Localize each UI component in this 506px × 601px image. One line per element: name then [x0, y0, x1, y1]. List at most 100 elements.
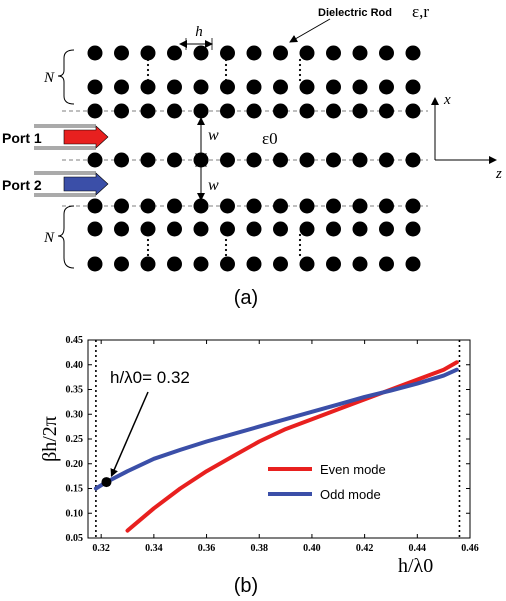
rod — [114, 152, 129, 168]
rod — [326, 221, 341, 237]
y-tick-label: 0.10 — [66, 508, 84, 519]
rod — [273, 198, 288, 214]
rod — [246, 256, 262, 272]
ellipsis-dot — [146, 243, 150, 247]
x-tick-label: 0.38 — [250, 543, 268, 554]
rod — [273, 103, 288, 119]
rod — [273, 256, 288, 272]
brace-top — [57, 49, 75, 105]
rows-label-bottom: N — [43, 230, 55, 246]
rod — [220, 256, 235, 272]
rod — [273, 221, 288, 237]
rod-array — [87, 45, 421, 272]
rod — [114, 221, 129, 237]
ellipsis-dot — [146, 73, 150, 77]
rod — [299, 152, 315, 168]
y-tick-label: 0.25 — [66, 434, 84, 445]
spacing-indicator: h — [179, 24, 213, 50]
ellipsis-dot — [146, 78, 150, 82]
rod — [326, 45, 341, 61]
x-tick-label: 0.34 — [145, 543, 163, 554]
rod — [326, 256, 341, 272]
rod-label: Dielectric Rod — [318, 7, 392, 19]
ellipsis-dot — [146, 63, 150, 67]
rod — [220, 198, 235, 214]
rod — [114, 103, 129, 119]
rod — [246, 221, 262, 237]
x-tick-label: 0.42 — [356, 543, 374, 554]
rod — [114, 79, 129, 95]
ellipsis-dot — [298, 78, 302, 82]
y-tick-label: 0.15 — [66, 484, 84, 495]
rod — [220, 152, 235, 168]
rod — [114, 198, 129, 214]
ellipsis-dot — [298, 73, 302, 77]
annotation: h/λ0= 0.32 — [110, 368, 190, 387]
rod — [273, 79, 288, 95]
gap-label-bottom: w — [208, 177, 219, 194]
caption-a: (a) — [234, 287, 258, 309]
rod-symbols: ε,r — [412, 2, 429, 21]
caption-b: (b) — [234, 575, 258, 597]
ellipsis-dot — [298, 238, 302, 242]
y-tick-label: 0.40 — [66, 360, 84, 371]
x-tick-label: 0.44 — [409, 543, 427, 554]
rod — [299, 198, 315, 214]
axis-z-label: z — [495, 166, 502, 182]
rod — [299, 45, 315, 61]
rod — [405, 198, 421, 214]
rod — [352, 103, 368, 119]
rod — [352, 256, 368, 272]
rod — [140, 256, 156, 272]
series-line-odd-mode — [93, 367, 459, 491]
series-line-even-mode — [125, 360, 459, 533]
rod — [352, 152, 368, 168]
rod — [167, 103, 182, 119]
rod — [220, 45, 235, 61]
rod — [193, 198, 209, 214]
rod — [379, 152, 394, 168]
port-1-label: Port 1 — [2, 130, 42, 146]
rod — [114, 45, 129, 61]
rod — [140, 79, 156, 95]
legend-label: Even mode — [320, 462, 386, 477]
rod — [87, 79, 103, 95]
y-tick-label: 0.05 — [66, 533, 84, 544]
rod — [299, 221, 315, 237]
ellipsis-dot — [224, 63, 228, 67]
ellipsis-dot — [146, 68, 150, 72]
rod — [140, 152, 156, 168]
x-tick-label: 0.32 — [92, 543, 110, 554]
rod — [220, 79, 235, 95]
rod — [246, 79, 262, 95]
ellipsis-dot — [298, 58, 302, 62]
rod — [273, 45, 288, 61]
rod — [140, 45, 156, 61]
rod — [405, 221, 421, 237]
rod — [326, 152, 341, 168]
rod — [352, 221, 368, 237]
ellipsis-dot — [224, 253, 228, 257]
axis-x-label: x — [443, 92, 451, 108]
rod — [326, 198, 341, 214]
ellipsis-dot — [298, 68, 302, 72]
rod — [87, 221, 103, 237]
ellipsis-dot — [298, 233, 302, 237]
rod — [193, 103, 209, 119]
rod — [379, 198, 394, 214]
rod — [246, 103, 262, 119]
ellipsis-dot — [224, 68, 228, 72]
x-tick-label: 0.40 — [303, 543, 321, 554]
rod — [352, 79, 368, 95]
rod — [405, 45, 421, 61]
spacing-label: h — [195, 24, 203, 40]
rod — [246, 198, 262, 214]
rows-label-top: N — [43, 70, 55, 86]
rod — [140, 103, 156, 119]
rod — [299, 79, 315, 95]
ellipsis-dot — [224, 238, 228, 242]
ellipsis-dot — [146, 238, 150, 242]
rod — [167, 152, 182, 168]
rod — [220, 103, 235, 119]
